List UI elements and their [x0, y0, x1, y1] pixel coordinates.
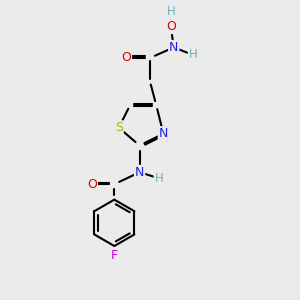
Text: O: O: [87, 178, 97, 191]
Text: N: N: [159, 127, 168, 140]
Text: H: H: [154, 172, 163, 185]
Text: O: O: [166, 20, 176, 33]
Text: H: H: [167, 5, 175, 18]
Text: O: O: [121, 51, 131, 64]
Text: F: F: [111, 249, 118, 262]
Text: N: N: [135, 166, 144, 179]
Text: S: S: [115, 121, 123, 134]
Text: N: N: [169, 41, 178, 54]
Text: H: H: [189, 48, 197, 62]
